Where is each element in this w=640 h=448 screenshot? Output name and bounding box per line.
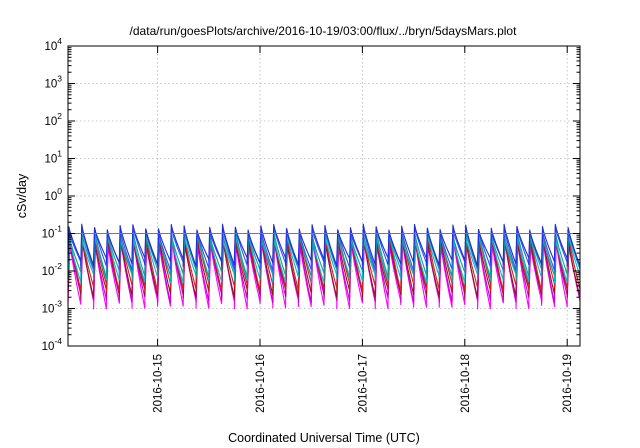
ticks [68,45,580,347]
x-tick-label: 2016-10-15 [153,354,165,413]
y-tick-labels: 10-4 10-3 10-2 10-1 100 101 102 103 104 [42,36,63,353]
series-line [68,231,580,292]
x-tick-label: 2016-10-18 [460,354,472,413]
y-tick-label: 10-2 [42,261,63,278]
y-tick-label: 104 [44,36,62,53]
y-tick-label: 10-4 [42,336,63,353]
series-group [68,223,580,310]
y-axis-label: cSv/day [15,173,29,218]
x-axis-label: Coordinated Universal Time (UTC) [228,431,420,445]
chart-title: /data/run/goesPlots/archive/2016-10-19/0… [130,24,518,38]
plot-area [68,223,580,310]
y-tick-label: 102 [44,111,62,128]
y-tick-label: 100 [44,186,62,203]
x-tick-label: 2016-10-16 [255,354,267,413]
series-line [68,233,580,284]
series-line [68,236,580,299]
series-line [68,223,580,267]
y-tick-label: 103 [44,74,62,91]
y-tick-label: 10-1 [42,224,63,241]
y-tick-label: 101 [44,149,62,166]
x-tick-labels: 2016-10-15 2016-10-16 2016-10-17 2016-10-18… [153,354,575,413]
series-line [68,239,580,310]
y-tick-label: 10-3 [42,299,63,316]
x-tick-label: 2016-10-17 [357,354,369,413]
series-line [68,230,580,278]
x-tick-label: 2016-10-19 [562,354,574,413]
